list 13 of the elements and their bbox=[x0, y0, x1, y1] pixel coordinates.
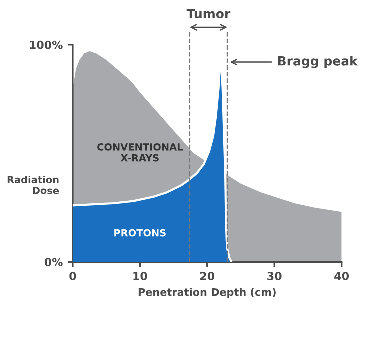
x-tick-label: 30 bbox=[268, 272, 282, 280]
x-tick-label: 20 bbox=[200, 272, 215, 280]
series-label: CONVENTIONAL X-RAYS bbox=[98, 144, 184, 162]
y-tick-label: 100% bbox=[30, 40, 63, 50]
series-label: PROTONS bbox=[114, 229, 166, 237]
annotation: Bragg peak bbox=[278, 56, 358, 68]
text: Tumor bbox=[186, 9, 231, 19]
x-tick-label: 0 bbox=[70, 272, 76, 280]
x-axis-title: Penetration Depth (cm) bbox=[138, 288, 276, 298]
y-axis-title: Radiation Dose bbox=[8, 176, 60, 194]
x-tick-label: 10 bbox=[134, 272, 148, 280]
x-tick-label: 40 bbox=[334, 272, 350, 280]
y-tick-label: 0% bbox=[44, 258, 63, 267]
